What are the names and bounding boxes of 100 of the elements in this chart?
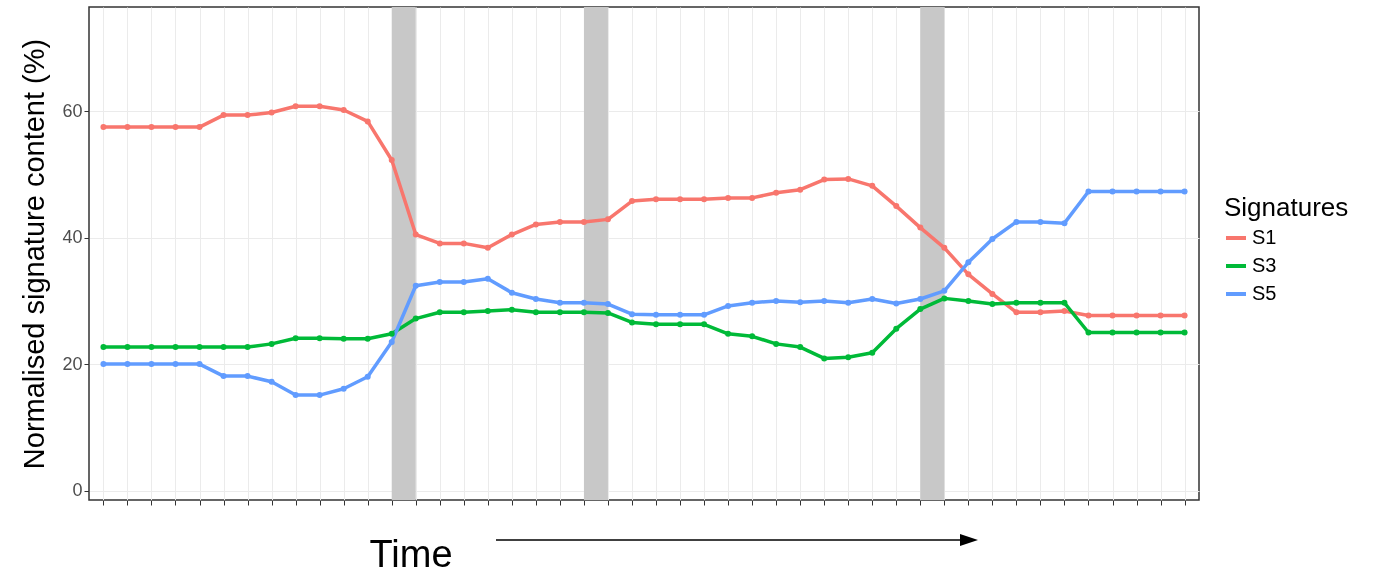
point [725, 302, 732, 309]
point [604, 216, 611, 223]
point [1061, 308, 1068, 315]
point [196, 344, 203, 351]
point [725, 330, 732, 337]
point [869, 182, 876, 189]
point [797, 299, 804, 306]
point [1133, 329, 1140, 336]
point [196, 361, 203, 368]
point [100, 344, 107, 351]
point [508, 289, 515, 296]
point [604, 309, 611, 316]
point [124, 361, 131, 368]
point [1085, 188, 1092, 195]
legend-label: S1 [1252, 226, 1277, 248]
point [484, 275, 491, 282]
x-axis-title: Time [369, 532, 453, 569]
point [749, 194, 756, 201]
point [100, 124, 107, 131]
point [965, 271, 972, 278]
point [773, 297, 780, 304]
point [797, 344, 804, 351]
point [845, 175, 852, 182]
point [701, 311, 708, 318]
point [436, 278, 443, 285]
point [1013, 218, 1020, 225]
point [677, 311, 684, 318]
point [532, 296, 539, 302]
point [532, 221, 539, 228]
y-tick-label: 40 [62, 227, 83, 248]
point [893, 300, 900, 307]
point [460, 309, 467, 316]
point [316, 103, 323, 110]
point [292, 335, 299, 342]
point [965, 259, 972, 266]
point [412, 315, 419, 322]
point [1157, 312, 1164, 319]
point [316, 335, 323, 342]
point [484, 308, 491, 315]
point [172, 361, 179, 368]
point [436, 240, 443, 247]
point [196, 124, 203, 131]
point [268, 378, 275, 385]
point [1013, 299, 1020, 306]
point [172, 124, 179, 131]
point [148, 361, 155, 368]
point [749, 333, 756, 340]
point [773, 189, 780, 196]
point [124, 124, 131, 131]
point [412, 282, 419, 289]
point [580, 218, 587, 225]
point [1085, 329, 1092, 336]
point [1037, 299, 1044, 306]
point [965, 297, 972, 304]
point [268, 109, 275, 116]
point [364, 373, 371, 380]
point [1157, 329, 1164, 336]
point [1133, 188, 1140, 195]
point [244, 373, 251, 380]
point [725, 194, 732, 201]
legend-title: Signatures [1224, 192, 1349, 222]
point [580, 299, 587, 306]
point [845, 299, 852, 306]
point [773, 340, 780, 347]
point [148, 344, 155, 351]
point [268, 340, 275, 347]
point [220, 373, 227, 380]
point [845, 354, 852, 361]
point [1037, 309, 1044, 316]
point [893, 325, 900, 332]
point [917, 224, 924, 231]
point [749, 299, 756, 306]
point [1181, 188, 1188, 195]
point [508, 231, 515, 238]
point [869, 349, 876, 356]
point [244, 112, 251, 119]
point [677, 321, 684, 328]
point [556, 309, 563, 316]
point [1157, 188, 1164, 195]
point [604, 301, 611, 308]
point [292, 392, 299, 399]
point [1109, 312, 1116, 319]
point [340, 335, 347, 342]
point [941, 287, 948, 294]
point [484, 244, 491, 251]
point [821, 176, 828, 183]
point [1109, 188, 1116, 195]
point [1181, 329, 1188, 336]
point [653, 311, 660, 318]
point [292, 103, 299, 110]
point [701, 321, 708, 328]
point [1085, 312, 1092, 319]
point [628, 319, 635, 326]
point [364, 118, 371, 125]
point [172, 344, 179, 351]
point [1013, 309, 1020, 316]
point [532, 309, 539, 316]
point [460, 240, 467, 247]
point [556, 218, 563, 225]
point [460, 278, 467, 285]
